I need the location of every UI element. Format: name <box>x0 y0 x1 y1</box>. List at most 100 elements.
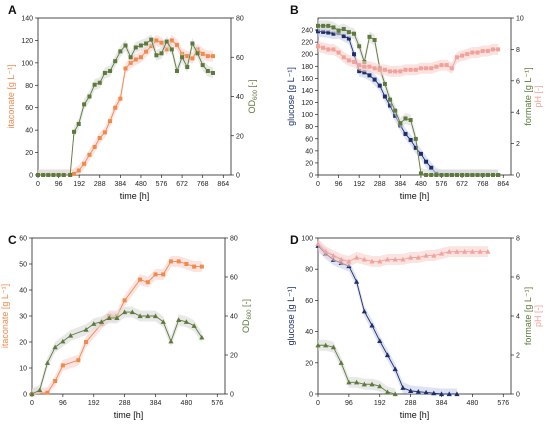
x-tick-label: 480 <box>467 400 479 407</box>
data-point <box>98 319 105 324</box>
data-point <box>51 173 56 177</box>
data-point <box>361 308 367 314</box>
data-point <box>382 67 387 72</box>
data-point <box>470 50 475 55</box>
data-point <box>341 55 346 60</box>
x-tick-label: 96 <box>345 400 353 407</box>
data-point <box>369 322 375 328</box>
panel-B: B0 96 192 288 384 480 576 672 768 864020406080100… <box>286 3 543 201</box>
y-right-tick-label: 6 <box>516 275 520 282</box>
y-left-tick-label: 60 <box>25 105 33 112</box>
y-right-tick-label: 4 <box>516 110 520 117</box>
data-point <box>341 26 346 31</box>
data-point <box>346 36 351 41</box>
y-left-tick-label: 60 <box>305 136 313 143</box>
data-point <box>438 391 445 397</box>
x-tick-label: 0 <box>316 181 320 188</box>
data-point <box>444 63 449 68</box>
data-point <box>169 38 174 43</box>
data-point <box>185 54 190 59</box>
data-point <box>361 381 367 387</box>
data-point <box>331 31 336 36</box>
data-point <box>321 23 326 28</box>
data-point <box>354 279 360 284</box>
data-point <box>102 70 107 75</box>
data-point <box>392 391 398 397</box>
data-point <box>408 254 414 260</box>
y-left-axis-label: glucose [g L⁻¹] <box>286 67 296 126</box>
data-point <box>323 342 329 348</box>
x-tick-label: 768 <box>477 181 489 188</box>
data-point <box>439 173 444 177</box>
data-point <box>346 258 352 264</box>
data-point <box>326 30 331 35</box>
data-point <box>154 38 159 43</box>
data-point <box>200 63 205 68</box>
data-point <box>341 34 346 39</box>
data-point <box>367 73 372 78</box>
y-left-tick-label: 30 <box>19 314 27 321</box>
y-left-tick-label: 140 <box>301 88 313 95</box>
data-point <box>154 53 159 58</box>
x-tick-label: 288 <box>405 400 417 407</box>
x-tick-label: 576 <box>436 181 448 188</box>
data-point <box>388 97 393 102</box>
data-point <box>315 342 321 348</box>
panel-label: A <box>8 3 17 17</box>
data-point <box>352 31 357 36</box>
data-point <box>97 135 102 140</box>
data-point <box>423 252 429 258</box>
data-point <box>462 249 468 254</box>
data-point <box>149 44 154 49</box>
data-point <box>398 121 403 126</box>
data-point <box>439 63 444 68</box>
y-left-tick-label: 80 <box>25 83 33 90</box>
y-left-tick-label: 40 <box>25 128 33 135</box>
x-tick-label: 192 <box>88 400 100 407</box>
data-point <box>362 64 367 69</box>
data-point <box>393 69 398 74</box>
data-point <box>338 256 344 262</box>
data-point <box>415 254 421 260</box>
data-point <box>323 249 329 254</box>
data-point <box>369 258 375 264</box>
panel-A: A 0 96 192 288 384 480 576 672 768 864 0 20 40 60 80 100… <box>6 3 259 201</box>
data-point <box>384 389 391 395</box>
data-point <box>160 319 166 324</box>
y-left-tick-label: 80 <box>305 267 313 274</box>
data-point <box>354 254 360 260</box>
data-point <box>169 47 174 52</box>
y-left-tick-label: 20 <box>305 160 313 167</box>
data-point <box>137 313 143 319</box>
x-tick-label: 576 <box>211 400 223 407</box>
data-point <box>354 379 360 385</box>
data-point <box>205 54 210 59</box>
data-point <box>102 130 107 135</box>
data-point <box>392 256 398 262</box>
data-point <box>490 173 495 177</box>
data-point <box>434 64 439 69</box>
data-point <box>338 360 344 365</box>
x-tick-label: 384 <box>395 181 407 188</box>
x-tick-label: 192 <box>73 181 85 188</box>
data-point <box>108 119 113 124</box>
data-point <box>36 173 40 177</box>
data-point <box>460 173 465 177</box>
x-tick-label: 384 <box>115 181 127 188</box>
data-point <box>449 66 454 71</box>
y-left-tick-label: 240 <box>301 28 313 35</box>
series-band <box>318 238 488 267</box>
data-point <box>377 83 382 88</box>
data-point <box>388 69 393 74</box>
series-band <box>318 240 457 394</box>
data-point <box>128 55 133 60</box>
x-tick-label: 576 <box>156 181 168 188</box>
data-point <box>316 23 320 28</box>
data-point <box>346 30 351 35</box>
data-point <box>475 50 480 55</box>
data-point <box>210 54 215 59</box>
data-point <box>470 173 475 177</box>
x-tick-label: 96 <box>55 181 63 188</box>
data-point <box>76 121 81 126</box>
data-point <box>480 173 485 177</box>
